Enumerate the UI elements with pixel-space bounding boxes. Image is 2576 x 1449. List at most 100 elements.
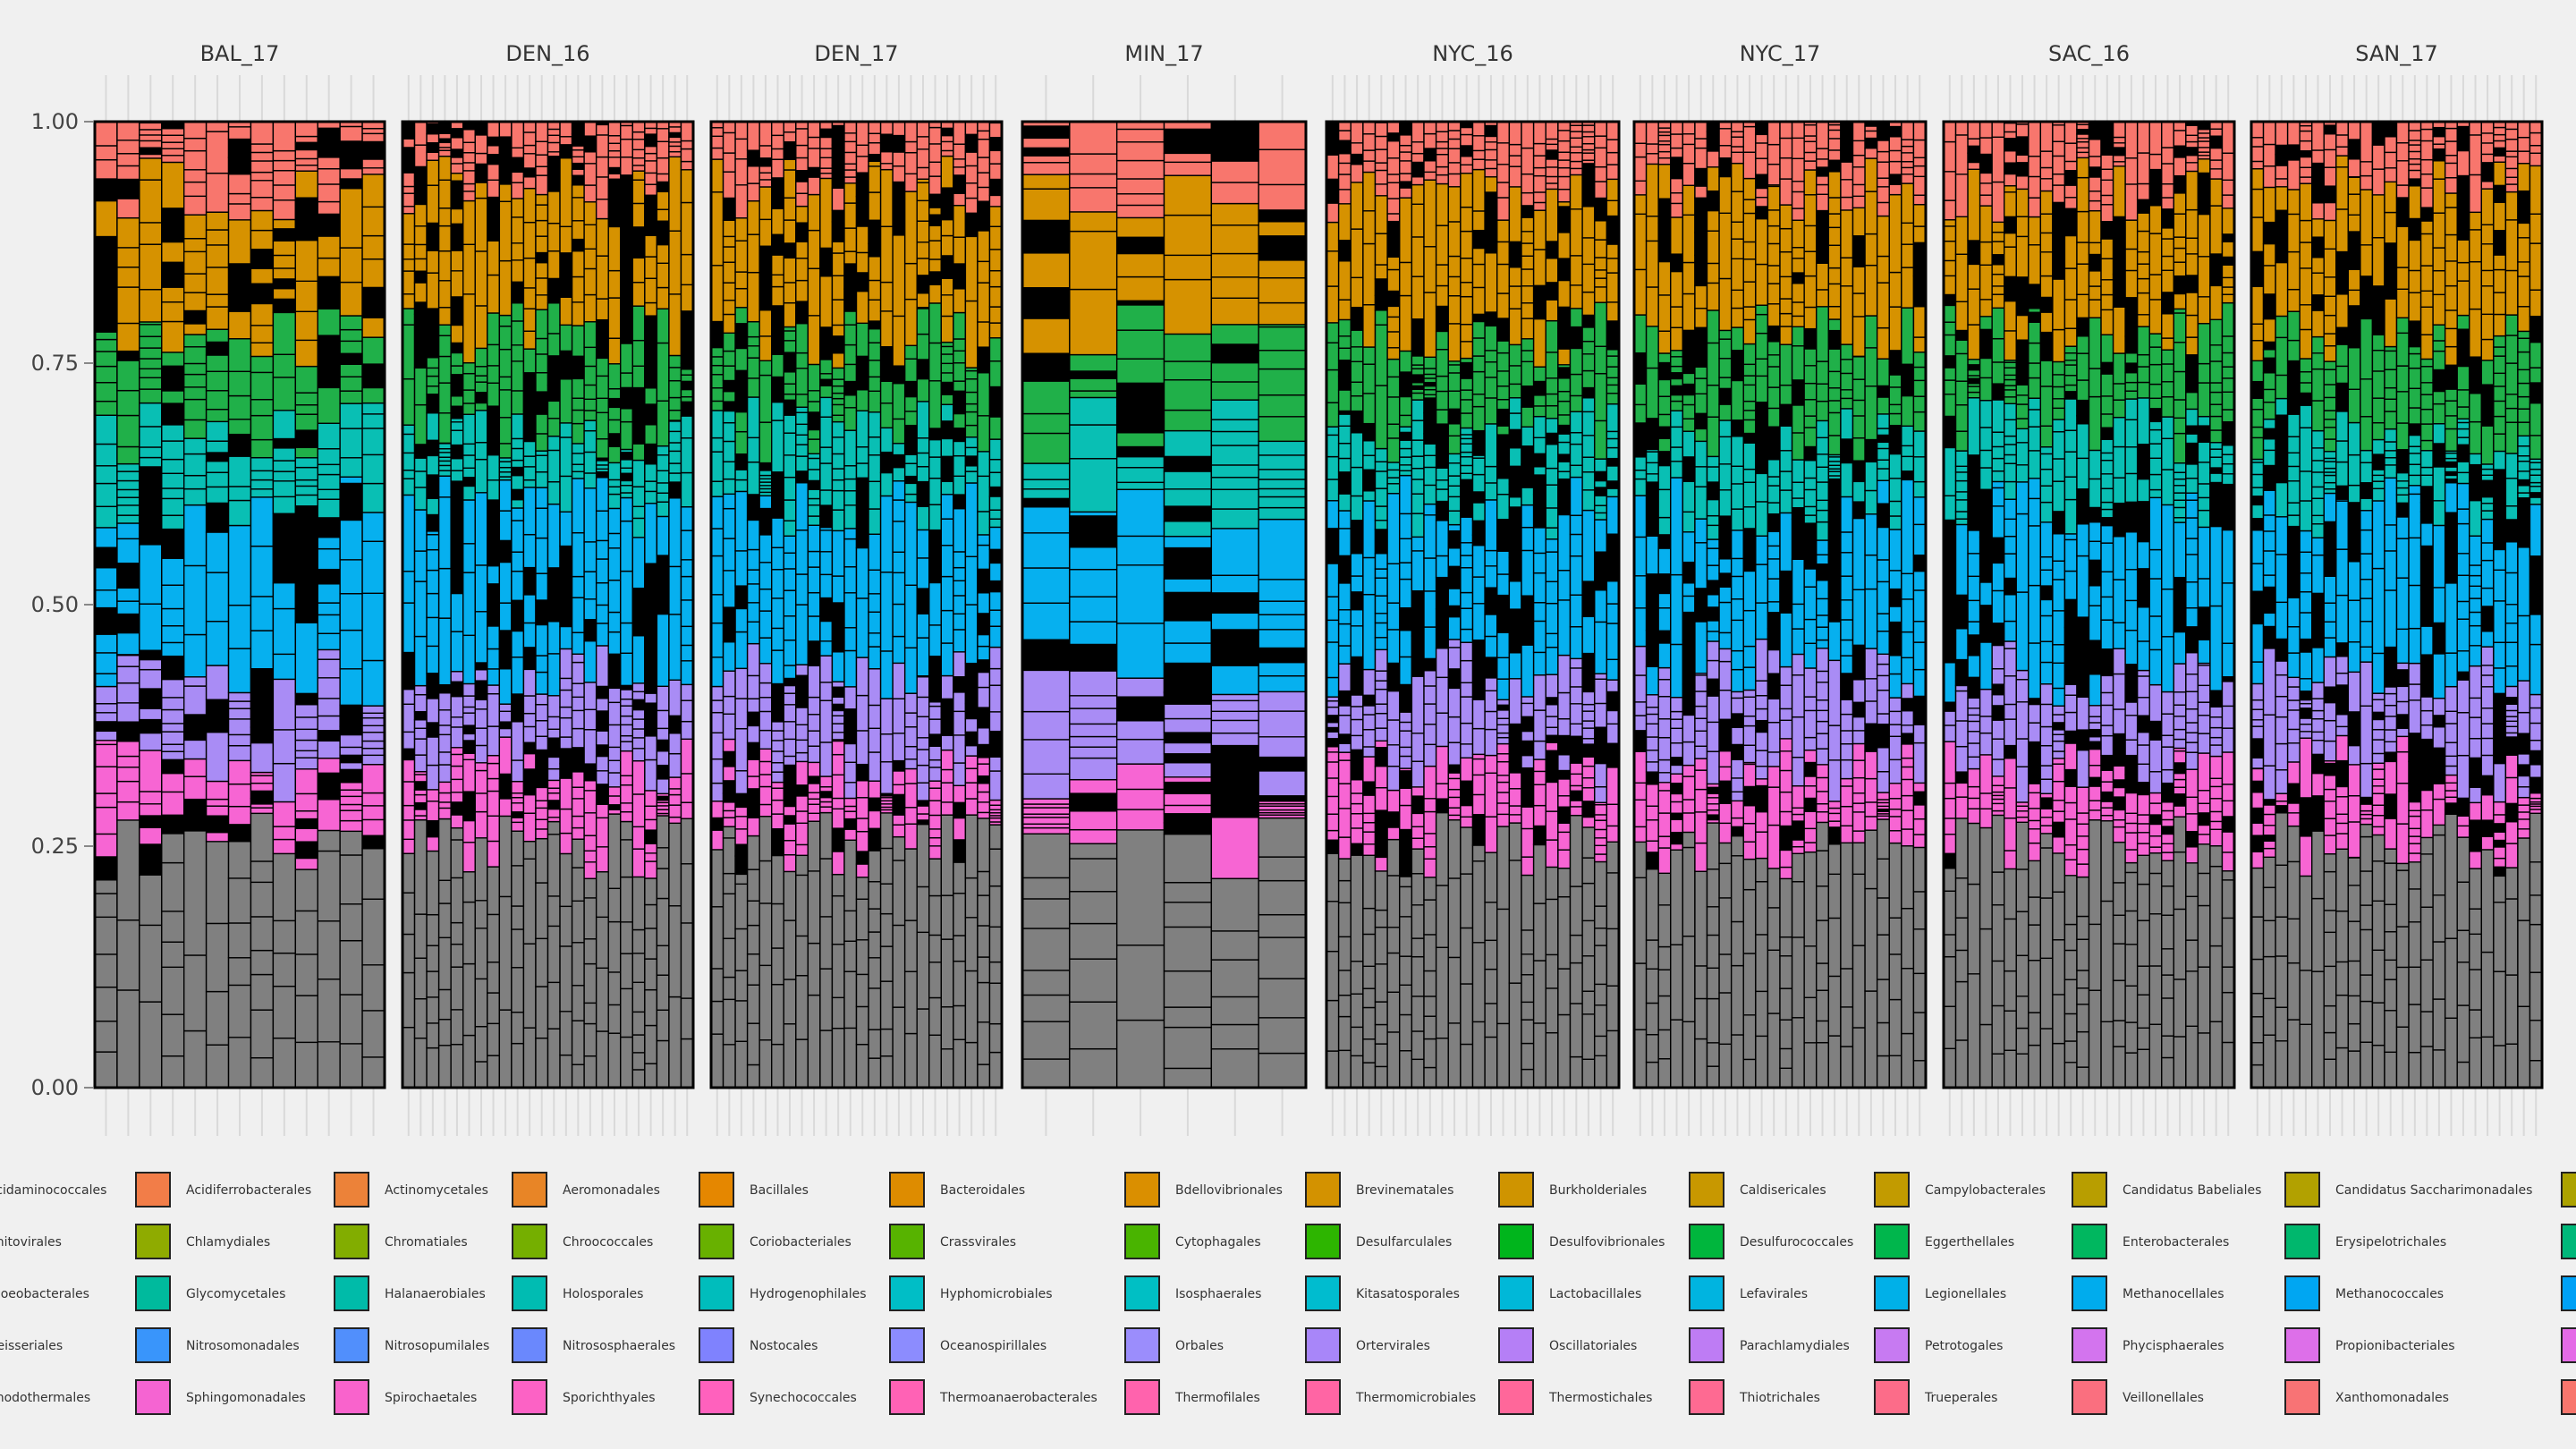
bar-segment bbox=[644, 403, 658, 426]
bar-segment bbox=[1496, 399, 1511, 411]
bar-segment bbox=[916, 480, 930, 507]
bar-segment bbox=[1471, 263, 1486, 289]
bar-segment bbox=[450, 681, 464, 698]
bar-segment bbox=[1411, 848, 1425, 875]
bar-segment bbox=[722, 313, 736, 335]
bar-segment bbox=[250, 949, 275, 976]
bar-segment bbox=[272, 447, 297, 462]
bar-segment bbox=[1163, 278, 1213, 335]
bar-segment bbox=[474, 381, 488, 394]
bar-segment bbox=[294, 429, 318, 449]
bar-segment bbox=[1557, 348, 1572, 366]
bar-segment bbox=[977, 544, 991, 571]
bar-segment bbox=[1399, 886, 1413, 918]
bar-segment bbox=[1447, 565, 1462, 589]
bar-segment bbox=[656, 208, 670, 222]
bar-segment bbox=[450, 921, 464, 945]
bar-segment bbox=[903, 262, 918, 301]
bar-segment bbox=[1386, 256, 1401, 271]
bar-segment bbox=[1386, 198, 1401, 215]
bar-segment bbox=[746, 1022, 760, 1066]
bar-segment bbox=[940, 575, 954, 612]
bar-segment bbox=[94, 856, 118, 881]
bar-segment bbox=[583, 708, 597, 731]
bar-segment bbox=[758, 562, 773, 590]
bar-segment bbox=[819, 640, 834, 657]
bar-segment bbox=[294, 739, 318, 752]
bar-segment bbox=[734, 138, 749, 160]
bar-segment bbox=[462, 129, 476, 143]
bar-segment bbox=[988, 471, 1003, 488]
bar-segment bbox=[656, 262, 670, 289]
bar-segment bbox=[819, 378, 834, 386]
bar-segment bbox=[161, 127, 185, 136]
bar-segment bbox=[1803, 124, 1818, 137]
bar-segment bbox=[620, 921, 633, 954]
bar-segment bbox=[795, 935, 809, 977]
bar-segment bbox=[1399, 804, 1413, 831]
bar bbox=[903, 121, 918, 1089]
bar bbox=[1435, 121, 1449, 1089]
bar-segment bbox=[1730, 436, 1744, 467]
bar-segment bbox=[361, 512, 386, 542]
bar-segment bbox=[855, 780, 869, 799]
bar-segment bbox=[1337, 425, 1352, 445]
bar-segment bbox=[1755, 263, 1769, 306]
bar-segment bbox=[1374, 505, 1388, 521]
bar bbox=[964, 121, 979, 1089]
bar-segment bbox=[450, 386, 464, 397]
bar bbox=[988, 121, 1003, 1089]
bar-segment bbox=[1350, 346, 1364, 363]
bar-segment bbox=[680, 863, 694, 924]
bar-segment bbox=[1569, 131, 1583, 139]
bar-segment bbox=[940, 341, 954, 348]
bar-segment bbox=[953, 158, 967, 168]
bar-segment bbox=[583, 135, 597, 153]
bar-segment bbox=[462, 152, 476, 164]
bar-segment bbox=[892, 784, 906, 796]
bar-segment bbox=[1706, 121, 1720, 132]
bar-segment bbox=[1374, 183, 1388, 197]
bar-segment bbox=[1670, 216, 1684, 255]
bar-segment bbox=[535, 470, 549, 488]
bar-segment bbox=[1645, 868, 1659, 941]
bar-segment bbox=[607, 173, 622, 180]
bar-segment bbox=[1779, 738, 1793, 752]
bar-segment bbox=[1386, 744, 1401, 767]
bar-segment bbox=[1521, 806, 1535, 830]
bar-segment bbox=[437, 156, 452, 181]
bar-segment bbox=[1508, 241, 1522, 268]
bar-segment bbox=[522, 487, 537, 536]
bar-segment bbox=[1163, 455, 1213, 472]
bar-segment bbox=[559, 545, 573, 572]
bar-segment bbox=[1594, 301, 1608, 347]
bar-segment bbox=[571, 463, 585, 473]
bar-segment bbox=[1581, 720, 1596, 729]
bar-segment bbox=[559, 422, 573, 438]
bar-segment bbox=[631, 443, 646, 462]
bar-segment bbox=[1657, 678, 1672, 698]
bar-segment bbox=[631, 365, 646, 389]
bar-segment bbox=[1633, 1029, 1648, 1089]
bar-segment bbox=[1581, 369, 1596, 389]
bar-segment bbox=[722, 893, 736, 939]
bar-segment bbox=[1411, 795, 1425, 815]
bar-segment bbox=[680, 530, 694, 561]
bar-segment bbox=[1791, 345, 1805, 381]
bar-segment bbox=[1362, 242, 1377, 306]
bar-segment bbox=[361, 835, 386, 850]
bar-segment bbox=[722, 152, 736, 173]
bar-segment bbox=[139, 446, 163, 459]
bar-segment bbox=[928, 175, 942, 195]
bar-segment bbox=[1399, 456, 1413, 466]
bar-segment bbox=[1779, 178, 1793, 206]
bar-segment bbox=[722, 640, 736, 672]
bar-segment bbox=[1210, 612, 1259, 631]
bar-segment bbox=[1350, 1026, 1364, 1057]
bar-segment bbox=[1606, 928, 1620, 987]
bar-segment bbox=[487, 1055, 501, 1089]
bar-segment bbox=[522, 858, 537, 945]
bar-segment bbox=[1435, 225, 1449, 266]
bar-segment bbox=[1337, 140, 1352, 155]
bar-segment bbox=[205, 798, 230, 807]
